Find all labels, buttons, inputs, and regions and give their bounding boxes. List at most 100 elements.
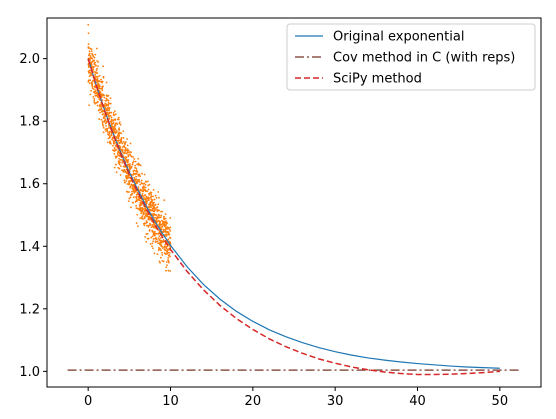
series-lines: [67, 58, 521, 376]
scatter-point: [143, 173, 146, 176]
scatter-point: [96, 77, 99, 80]
scatter-point: [90, 81, 93, 84]
scatter-point: [161, 210, 164, 213]
scatter-point: [110, 111, 113, 114]
scatter-point: [161, 220, 164, 223]
scatter-point: [161, 251, 164, 254]
scatter-point: [113, 150, 116, 152]
scatter-point: [103, 120, 106, 123]
scatter-point: [143, 188, 146, 191]
scatter-point: [147, 184, 149, 187]
scatter-point: [142, 208, 145, 211]
scatter-point: [94, 73, 97, 76]
scatter-point: [134, 164, 137, 167]
scatter-point: [135, 200, 137, 203]
scatter-point: [125, 159, 128, 162]
series-line-0: [87, 58, 500, 369]
scatter-point: [153, 198, 156, 201]
scatter-point: [111, 127, 114, 130]
scatter-point: [121, 150, 124, 153]
scatter-point: [152, 195, 155, 198]
scatter-point: [153, 207, 156, 210]
scatter-point: [88, 75, 91, 78]
scatter-point: [148, 203, 151, 206]
scatter-point: [100, 78, 102, 81]
scatter-point: [164, 217, 167, 220]
scatter-point: [102, 85, 104, 88]
scatter-point: [146, 199, 148, 202]
scatter-point: [113, 140, 115, 143]
scatter-point: [142, 213, 145, 216]
scatter-point: [93, 98, 96, 100]
scatter-point: [165, 222, 168, 225]
scatter-point: [125, 152, 128, 155]
scatter-point: [166, 264, 168, 267]
scatter-point: [125, 180, 128, 182]
scatter-point: [141, 172, 143, 175]
scatter-point: [123, 151, 126, 154]
scatter-point: [128, 197, 131, 200]
scatter-point: [156, 217, 159, 220]
scatter-point: [139, 206, 142, 209]
scatter-point: [105, 97, 108, 100]
scatter-point: [88, 82, 91, 85]
scatter-point: [135, 222, 138, 224]
scatter-point: [101, 124, 104, 126]
scatter-point: [137, 179, 139, 181]
scatter-point: [96, 67, 99, 70]
scatter-point: [138, 180, 141, 183]
scatter-point: [138, 163, 141, 166]
scatter-point: [110, 123, 113, 125]
scatter-point: [159, 256, 162, 259]
scatter-point: [98, 80, 100, 83]
scatter-point: [158, 239, 161, 242]
scatter-point: [151, 229, 154, 232]
scatter-point: [113, 110, 116, 113]
scatter-point: [133, 176, 136, 179]
scatter-point: [169, 226, 172, 229]
scatter-point: [98, 74, 101, 77]
scatter-point: [134, 173, 137, 176]
scatter-point: [97, 65, 99, 68]
scatter-point: [167, 260, 170, 263]
scatter-point: [150, 198, 153, 200]
scatter-point: [119, 123, 122, 126]
scatter-point: [139, 183, 142, 186]
scatter-point: [97, 96, 100, 99]
scatter-point: [99, 111, 101, 114]
scatter-point: [152, 226, 155, 228]
scatter-point: [122, 136, 125, 139]
scatter-point: [105, 109, 108, 112]
scatter-point: [98, 109, 101, 111]
scatter-point: [102, 117, 105, 119]
scatter-point: [145, 181, 148, 183]
scatter-point: [126, 183, 129, 185]
scatter-point: [106, 106, 109, 109]
scatter-point: [112, 144, 114, 147]
scatter-point: [144, 207, 146, 210]
scatter-point: [151, 223, 154, 226]
scatter-point: [151, 235, 154, 238]
scatter-point: [150, 226, 153, 229]
scatter-point: [150, 193, 152, 196]
scatter-point: [90, 61, 93, 64]
scatter-point: [147, 215, 150, 218]
legend-label-0: Original exponential: [333, 30, 464, 45]
scatter-point: [98, 105, 101, 108]
x-tick-label: 10: [162, 394, 179, 409]
scatter-point: [143, 186, 146, 189]
scatter-point: [110, 118, 113, 121]
scatter-point: [119, 141, 122, 144]
scatter-point: [135, 178, 137, 181]
scatter-point: [140, 209, 142, 212]
scatter-point: [142, 211, 145, 214]
scatter-point: [107, 134, 110, 136]
scatter-point: [144, 186, 147, 189]
scatter-point: [127, 153, 130, 156]
scatter-point: [169, 255, 172, 258]
scatter-point: [158, 246, 160, 249]
scatter-point: [136, 191, 139, 194]
scatter-point: [95, 69, 98, 72]
scatter-point: [129, 167, 132, 170]
scatter-point: [120, 165, 122, 168]
